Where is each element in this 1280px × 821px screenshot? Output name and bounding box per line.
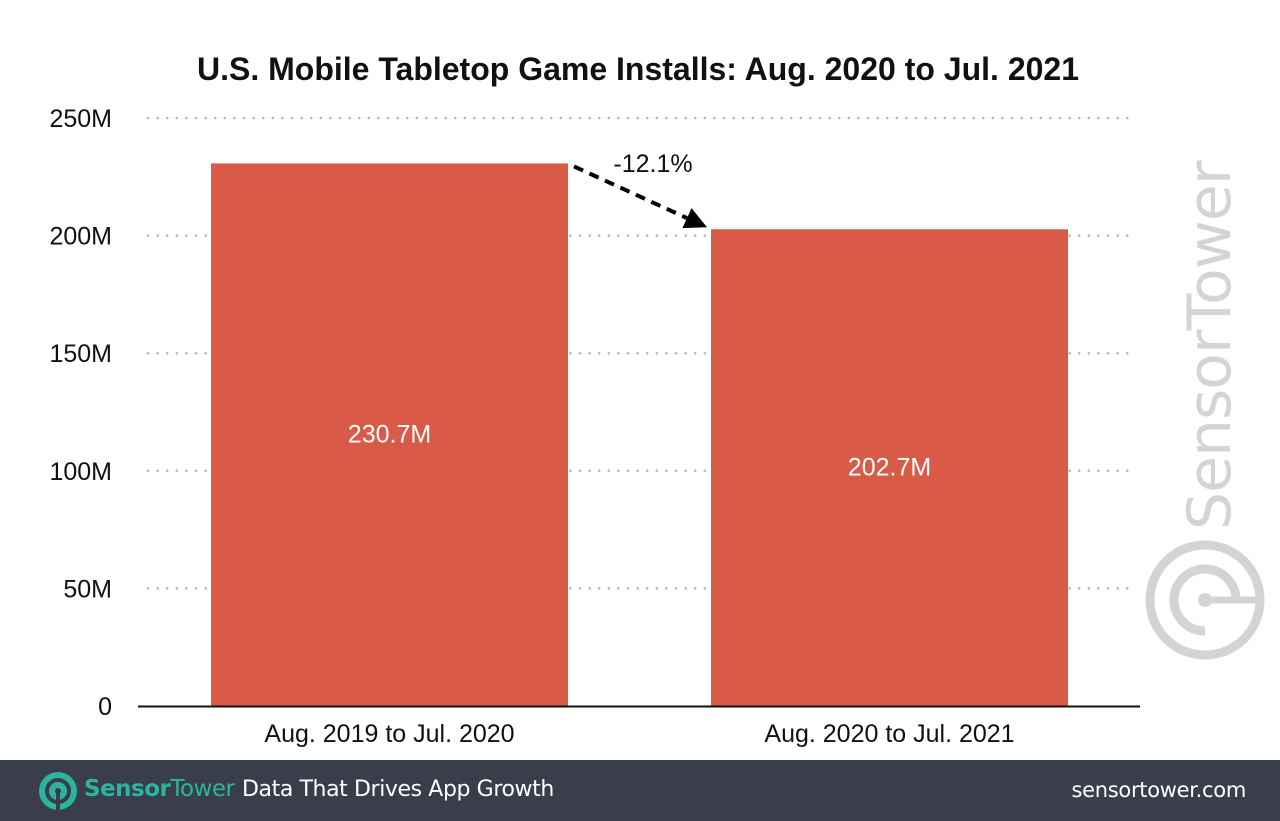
footer-site-link[interactable]: sensortower.com xyxy=(1071,778,1246,802)
bar xyxy=(211,163,568,706)
y-tick-label: 50M xyxy=(63,575,112,603)
arrowhead-icon xyxy=(682,208,707,229)
y-tick-label: 250M xyxy=(49,105,112,133)
brand-sensor: Sensor xyxy=(84,776,171,802)
y-tick-label: 0 xyxy=(98,693,112,721)
bar-value-label: 230.7M xyxy=(348,421,431,449)
footer-tagline: Data That Drives App Growth xyxy=(242,777,554,802)
change-percent-label: -12.1% xyxy=(613,150,692,178)
bar-chart: U.S. Mobile Tabletop Game Installs: Aug.… xyxy=(49,51,1265,748)
y-tick-label: 150M xyxy=(49,340,112,368)
watermark-text: SensorTower xyxy=(1175,160,1245,530)
footer-brand: SensorTower xyxy=(84,776,235,802)
brand-tower: Tower xyxy=(170,776,235,802)
footer-bar: SensorTower Data That Drives App Growth … xyxy=(0,760,1280,821)
x-tick-label: Aug. 2019 to Jul. 2020 xyxy=(264,720,514,748)
x-tick-label: Aug. 2020 to Jul. 2021 xyxy=(764,720,1014,748)
y-tick-label: 100M xyxy=(49,458,112,486)
bar xyxy=(711,229,1068,706)
y-tick-label: 200M xyxy=(49,223,112,251)
sensortower-watermark: SensorTower xyxy=(1145,160,1265,660)
change-arrow-line xyxy=(573,164,688,220)
bar-value-label: 202.7M xyxy=(848,454,931,482)
watermark-logo-icon xyxy=(1145,540,1265,660)
chart-title: U.S. Mobile Tabletop Game Installs: Aug.… xyxy=(197,51,1079,87)
sensortower-logo-icon xyxy=(39,772,77,810)
